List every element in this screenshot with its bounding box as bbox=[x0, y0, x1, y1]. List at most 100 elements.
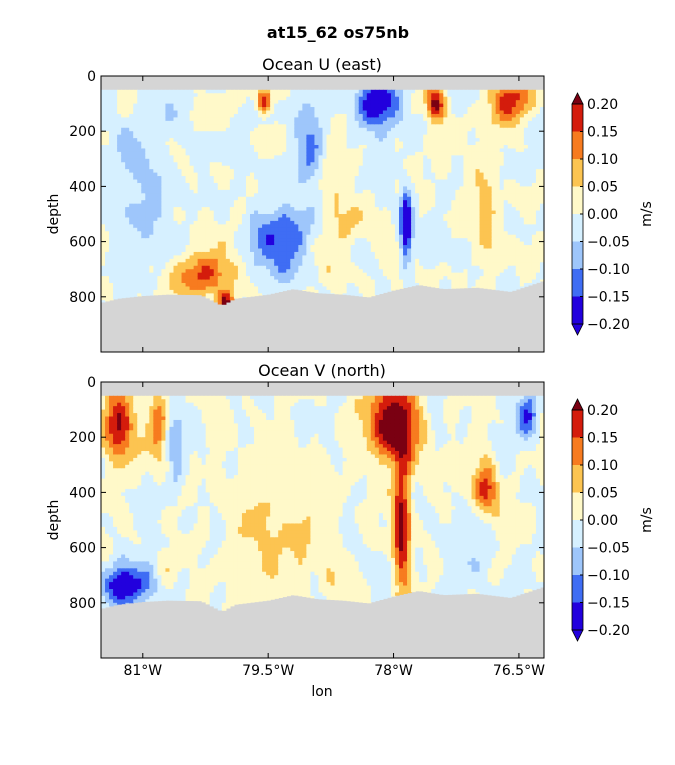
contour-cell bbox=[338, 96, 344, 101]
contour-cell bbox=[241, 103, 247, 108]
contour-cell bbox=[370, 234, 376, 239]
contour-cell bbox=[266, 220, 271, 225]
contour-cell bbox=[157, 89, 163, 94]
contour-cell bbox=[270, 172, 275, 177]
contour-cell bbox=[105, 134, 110, 139]
contour-cell bbox=[221, 214, 227, 219]
contour-cell bbox=[322, 93, 328, 98]
contour-cell bbox=[334, 245, 340, 250]
contour-cell bbox=[101, 148, 106, 153]
contour-cell bbox=[314, 227, 320, 232]
contour-cell bbox=[121, 272, 126, 277]
contour-cell bbox=[270, 203, 275, 208]
contour-cell bbox=[133, 272, 138, 277]
contour-cell bbox=[101, 127, 106, 132]
contour-cell bbox=[225, 255, 231, 260]
contour-cell bbox=[185, 227, 191, 232]
contour-cell bbox=[274, 241, 279, 246]
contour-cell bbox=[366, 186, 372, 191]
contour-cell bbox=[374, 100, 380, 105]
contour-cell bbox=[298, 179, 303, 184]
contour-cell bbox=[177, 110, 183, 115]
contour-cell bbox=[250, 231, 255, 236]
contour-cell bbox=[141, 210, 146, 215]
contour-cell bbox=[278, 269, 283, 274]
contour-cell bbox=[153, 234, 158, 239]
contour-cell bbox=[254, 179, 259, 184]
contour-cell bbox=[346, 231, 352, 236]
contour-cell bbox=[282, 138, 287, 143]
contour-cell bbox=[407, 151, 412, 156]
contour-cell bbox=[390, 172, 396, 177]
contour-cell bbox=[358, 138, 364, 143]
contour-cell bbox=[427, 165, 432, 170]
contour-cell bbox=[403, 172, 408, 177]
contour-cell bbox=[181, 186, 187, 191]
contour-cell bbox=[254, 220, 259, 225]
contour-cell bbox=[427, 241, 432, 246]
contour-cell bbox=[286, 238, 291, 243]
contour-cell bbox=[225, 158, 231, 163]
contour-cell bbox=[306, 124, 312, 129]
contour-cell bbox=[350, 138, 356, 143]
contour-cell bbox=[185, 169, 191, 174]
contour-cell bbox=[217, 286, 223, 291]
contour-cell bbox=[302, 279, 307, 284]
contour-cell bbox=[330, 286, 336, 291]
contour-cell bbox=[435, 158, 440, 163]
contour-cell bbox=[411, 227, 416, 232]
contour-cell bbox=[407, 186, 412, 191]
contour-cell bbox=[290, 145, 295, 150]
contour-cell bbox=[141, 176, 146, 181]
contour-cell bbox=[137, 241, 142, 246]
contour-cell bbox=[125, 110, 130, 115]
contour-cell bbox=[133, 186, 138, 191]
contour-cell bbox=[229, 172, 235, 177]
contour-cell bbox=[254, 141, 259, 146]
contour-cell bbox=[133, 96, 138, 101]
contour-cell bbox=[101, 248, 106, 253]
contour-cell bbox=[435, 93, 440, 98]
contour-cell bbox=[274, 207, 279, 212]
contour-cell bbox=[362, 210, 368, 215]
contour-cell bbox=[129, 283, 134, 288]
contour-cell bbox=[245, 289, 251, 294]
contour-cell bbox=[177, 251, 183, 256]
contour-cell bbox=[129, 293, 134, 298]
contour-cell bbox=[431, 238, 436, 243]
contour-cell bbox=[278, 255, 283, 260]
contour-cell bbox=[338, 276, 344, 281]
contour-cell bbox=[133, 182, 138, 187]
contour-cell bbox=[366, 182, 372, 187]
contour-cell bbox=[201, 162, 207, 167]
contour-cell bbox=[241, 134, 247, 139]
contour-cell bbox=[254, 265, 259, 270]
contour-cell bbox=[193, 113, 199, 118]
contour-cell bbox=[330, 103, 336, 108]
contour-cell bbox=[149, 279, 154, 284]
contour-cell bbox=[169, 165, 175, 170]
contour-cell bbox=[338, 293, 344, 295]
contour-cell bbox=[330, 234, 336, 239]
contour-cell bbox=[270, 200, 275, 205]
contour-cell bbox=[386, 165, 392, 170]
contour-cell bbox=[165, 138, 171, 143]
contour-cell bbox=[145, 231, 150, 236]
contour-cell bbox=[290, 245, 295, 250]
contour-cell bbox=[274, 196, 279, 201]
contour-cell bbox=[302, 179, 307, 184]
contour-cell bbox=[386, 224, 392, 229]
contour-cell bbox=[125, 141, 130, 146]
contour-cell bbox=[165, 134, 171, 139]
contour-cell bbox=[322, 179, 328, 184]
contour-cell bbox=[294, 127, 299, 132]
contour-cell bbox=[330, 96, 336, 101]
contour-cell bbox=[157, 141, 163, 146]
contour-cell bbox=[161, 269, 167, 274]
contour-cell bbox=[310, 127, 316, 132]
contour-cell bbox=[201, 100, 207, 105]
contour-cell bbox=[258, 155, 263, 160]
contour-cell bbox=[169, 169, 175, 174]
contour-cell bbox=[399, 134, 404, 139]
contour-cell bbox=[354, 107, 360, 112]
